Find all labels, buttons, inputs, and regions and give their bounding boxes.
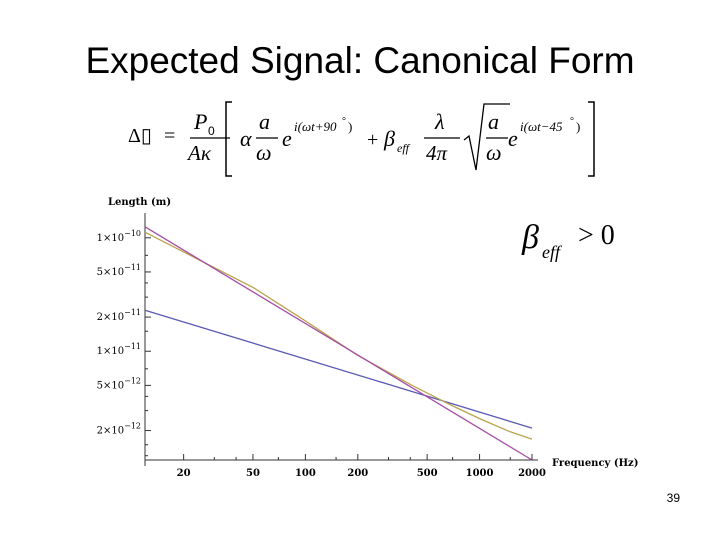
- formula-alpha: α: [240, 126, 252, 151]
- annotation-relation: > 0: [578, 220, 615, 251]
- formula-p-sub: 0: [208, 124, 215, 138]
- formula-beta-sub: eff: [397, 141, 411, 155]
- series-line-1: [144, 309, 533, 429]
- formula-a-kappa: Aκ: [186, 141, 212, 165]
- y-tick-label: 5×10−11: [97, 263, 141, 278]
- y-tick-label: 2×10−11: [97, 308, 141, 323]
- formula-close-2: ): [576, 119, 580, 134]
- formula-e-2: e: [508, 126, 518, 151]
- y-tick-label: 1×10−10: [97, 229, 141, 244]
- series-line-3: [144, 226, 533, 461]
- formula-lambda: λ: [434, 109, 445, 134]
- formula-beta: β: [383, 126, 395, 151]
- formula-four-pi: 4π: [426, 141, 448, 165]
- y-tick-label: 2×10−12: [97, 422, 141, 437]
- formula-degree-2: °: [570, 116, 574, 127]
- formula-exponent-1: i(ωt+90: [294, 119, 337, 134]
- formula-equals: =: [164, 125, 175, 147]
- annotation-beta: β: [521, 219, 539, 256]
- beta-annotation: β eff > 0: [521, 219, 615, 262]
- chart: 20 50 100 200 500 1000 2000 1×10−10 5×10−11 2×10−…: [97, 197, 639, 479]
- series-line-2: [144, 231, 533, 440]
- formula-omega-1: ω: [256, 140, 272, 165]
- formula-a-1: a: [259, 109, 270, 134]
- formula-exponent-2: i(ωt−45: [520, 119, 563, 134]
- x-tick-label: 500: [417, 468, 438, 479]
- x-axis-label: Frequency (Hz): [552, 458, 638, 469]
- formula-a-2: a: [488, 109, 499, 134]
- x-tick-label: 2000: [518, 468, 546, 479]
- x-tick-label: 200: [347, 468, 368, 479]
- x-tick-label: 20: [177, 468, 191, 479]
- x-tick-label: 50: [246, 468, 260, 479]
- right-bracket: [588, 101, 595, 177]
- slide-title: Expected Signal: Canonical Form: [85, 40, 635, 81]
- x-tick-label: 100: [295, 468, 316, 479]
- formula-p: P: [193, 109, 207, 134]
- formula: Δ▯ = P 0 Aκ α a ω e i(ωt+90 ° ) + β eff …: [128, 101, 595, 177]
- formula-plus: +: [367, 129, 378, 151]
- y-axis-label: Length (m): [108, 197, 171, 208]
- page-number: 39: [666, 491, 680, 505]
- formula-omega-2: ω: [486, 140, 502, 165]
- y-tick-label: 5×10−12: [97, 376, 141, 391]
- plot-area: 20 50 100 200 500 1000 2000 1×10−10 5×10−11 2×10−…: [97, 213, 546, 479]
- left-bracket: [225, 101, 232, 177]
- formula-degree-1: °: [342, 116, 346, 127]
- y-tick-label: 1×10−11: [97, 342, 141, 357]
- x-tick-label: 1000: [466, 468, 494, 479]
- formula-e-1: e: [282, 126, 292, 151]
- sqrt-sign: [463, 103, 510, 171]
- annotation-sub: eff: [542, 242, 563, 262]
- formula-close-1: ): [348, 119, 352, 134]
- formula-lhs: Δ▯: [128, 125, 152, 147]
